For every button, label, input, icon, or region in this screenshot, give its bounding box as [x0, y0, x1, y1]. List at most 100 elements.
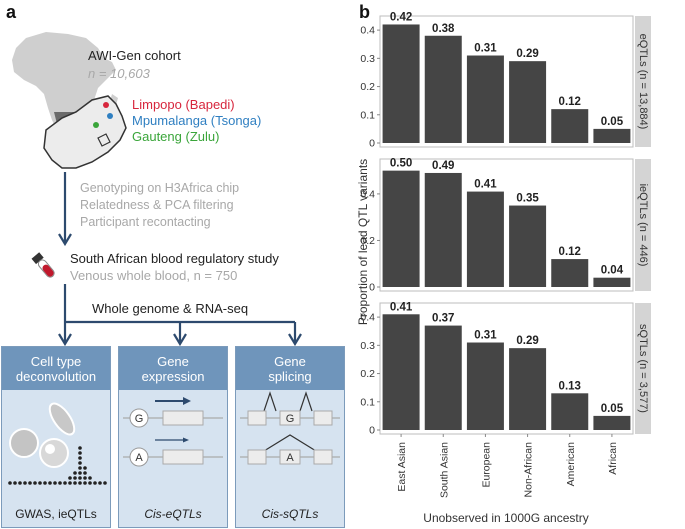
bar-label-0-0: 0.42: [390, 11, 412, 23]
bar-label-0-4: 0.12: [559, 96, 581, 108]
blood-tube-icon: [31, 252, 55, 278]
bar-2-4: [551, 393, 589, 430]
bar-1-0: [382, 170, 420, 287]
bar-label-2-0: 0.41: [390, 301, 413, 313]
box-2-title: Gene expression: [119, 347, 227, 390]
bar-0-3: [509, 61, 547, 143]
splice-allele-a: A: [286, 452, 294, 464]
panel-b-letter: b: [359, 2, 370, 22]
bar-0-2: [466, 55, 504, 144]
study-subtitle: Venous whole blood, n = 750: [70, 268, 238, 283]
y-tick-2-0: 0.4: [360, 312, 375, 324]
box-gene-expression: Gene expression G A Cis-eQTLs: [118, 346, 228, 528]
y-tick-2-2: 0.2: [360, 368, 375, 380]
bar-label-1-1: 0.49: [432, 160, 454, 172]
y-tick-0-1: 0.3: [360, 53, 375, 65]
facet-label-2: sQTLs (n = 3,577): [637, 324, 649, 413]
box-gene-splicing: Gene splicing G A Cis-sQTLs: [235, 346, 345, 528]
facet-strip-0: [635, 16, 651, 147]
gauteng-dot: [93, 122, 99, 128]
facet-frame-1: [379, 158, 634, 292]
splice-allele-g: G: [286, 413, 295, 425]
box-3-title: Gene splicing: [236, 347, 344, 390]
bar-1-1: [424, 172, 462, 287]
bar-label-1-5: 0.04: [601, 265, 624, 277]
bar-label-2-3: 0.29: [516, 335, 538, 347]
mpumalanga-dot: [107, 113, 113, 119]
y-tick-1-1: 0.2: [360, 235, 375, 247]
y-tick-0-0: 0.4: [360, 25, 375, 37]
y-tick-1-0: 0.4: [360, 188, 375, 200]
bar-1-5: [593, 277, 631, 287]
x-tick-label-4: American: [565, 442, 577, 487]
y-tick-2-3: 0.1: [360, 396, 375, 408]
facet-frame-2: [379, 302, 634, 435]
bar-label-0-2: 0.31: [474, 43, 497, 55]
expression-illustration: G A: [123, 397, 223, 467]
study-title: South African blood regulatory study: [70, 251, 279, 266]
bar-2-1: [424, 325, 462, 430]
facet-strip-1: [635, 159, 651, 291]
region-limpopo: Limpopo (Bapedi): [132, 97, 235, 112]
y-axis-title: Proportion of lead QTL variants: [356, 159, 370, 325]
x-axis-title: Unobserved in 1000G ancestry: [423, 511, 588, 525]
limpopo-dot: [103, 102, 109, 108]
y-tick-2-4: 0: [369, 425, 375, 437]
bar-2-3: [509, 348, 547, 430]
bar-label-2-4: 0.13: [559, 380, 581, 392]
sequencing-label: Whole genome & RNA-seq: [92, 301, 249, 316]
bar-label-1-4: 0.12: [559, 246, 581, 258]
bar-2-5: [593, 415, 631, 430]
x-tick-label-5: African: [607, 442, 619, 475]
bar-label-0-1: 0.38: [432, 23, 455, 35]
bar-label-2-1: 0.37: [432, 313, 454, 325]
box-2-footer: Cis-eQTLs: [144, 507, 202, 521]
region-gauteng: Gauteng (Zulu): [132, 129, 220, 144]
qtl-bar-chart: Proportion of lead QTL variants Unobserv…: [356, 11, 651, 525]
step-genotyping: Genotyping on H3Africa chip: [80, 181, 240, 195]
bar-1-2: [466, 191, 504, 287]
facet-label-0: eQTLs (n = 13,884): [637, 34, 649, 130]
x-tick-label-1: South Asian: [438, 442, 450, 498]
y-tick-2-1: 0.3: [360, 340, 375, 352]
bar-label-1-3: 0.35: [516, 193, 539, 205]
x-tick-label-0: East Asian: [396, 442, 408, 492]
bar-1-3: [509, 205, 547, 287]
region-mpumalanga: Mpumalanga (Tsonga): [132, 113, 262, 128]
y-tick-0-2: 0.2: [360, 81, 375, 93]
step-recontacting: Participant recontacting: [80, 215, 211, 229]
allele-a: A: [135, 452, 143, 464]
blood-cells-illustration: [8, 402, 107, 485]
x-tick-label-3: Non-African: [523, 442, 535, 498]
bar-label-2-5: 0.05: [601, 403, 624, 415]
bar-label-0-5: 0.05: [601, 116, 624, 128]
gwas-dot-plot: [8, 446, 107, 485]
bar-2-0: [382, 314, 420, 430]
box-1-title: Cell type deconvolution: [2, 347, 110, 390]
box-3-footer: Cis-sQTLs: [261, 507, 319, 521]
facet-strip-2: [635, 303, 651, 434]
box-cell-type-deconvolution: Cell type deconvolution GWAS, ieQTLs: [1, 346, 111, 528]
step-relatedness: Relatedness & PCA filtering: [80, 198, 234, 212]
splicing-illustration: G A: [240, 391, 340, 465]
facet-label-1: ieQTLs (n = 446): [637, 184, 649, 267]
y-tick-0-4: 0: [369, 138, 375, 150]
bar-label-0-3: 0.29: [516, 48, 538, 60]
cohort-n: n = 10,603: [88, 66, 150, 81]
box-1-footer: GWAS, ieQTLs: [15, 507, 97, 521]
bar-2-2: [466, 342, 504, 430]
panel-a-letter: a: [6, 2, 17, 22]
bar-label-1-2: 0.41: [474, 179, 497, 191]
x-tick-label-2: European: [480, 442, 492, 488]
y-tick-1-2: 0: [369, 282, 375, 294]
branch-arrows: [58, 284, 302, 347]
bar-label-2-2: 0.31: [474, 330, 497, 342]
flow-arrow-1: [58, 172, 72, 247]
y-tick-0-3: 0.1: [360, 109, 375, 121]
bar-0-1: [424, 35, 462, 143]
allele-g: G: [135, 413, 144, 425]
bar-0-4: [551, 109, 589, 143]
facet-frame-0: [379, 15, 634, 148]
bar-1-4: [551, 259, 589, 287]
south-africa-map: [43, 95, 127, 169]
